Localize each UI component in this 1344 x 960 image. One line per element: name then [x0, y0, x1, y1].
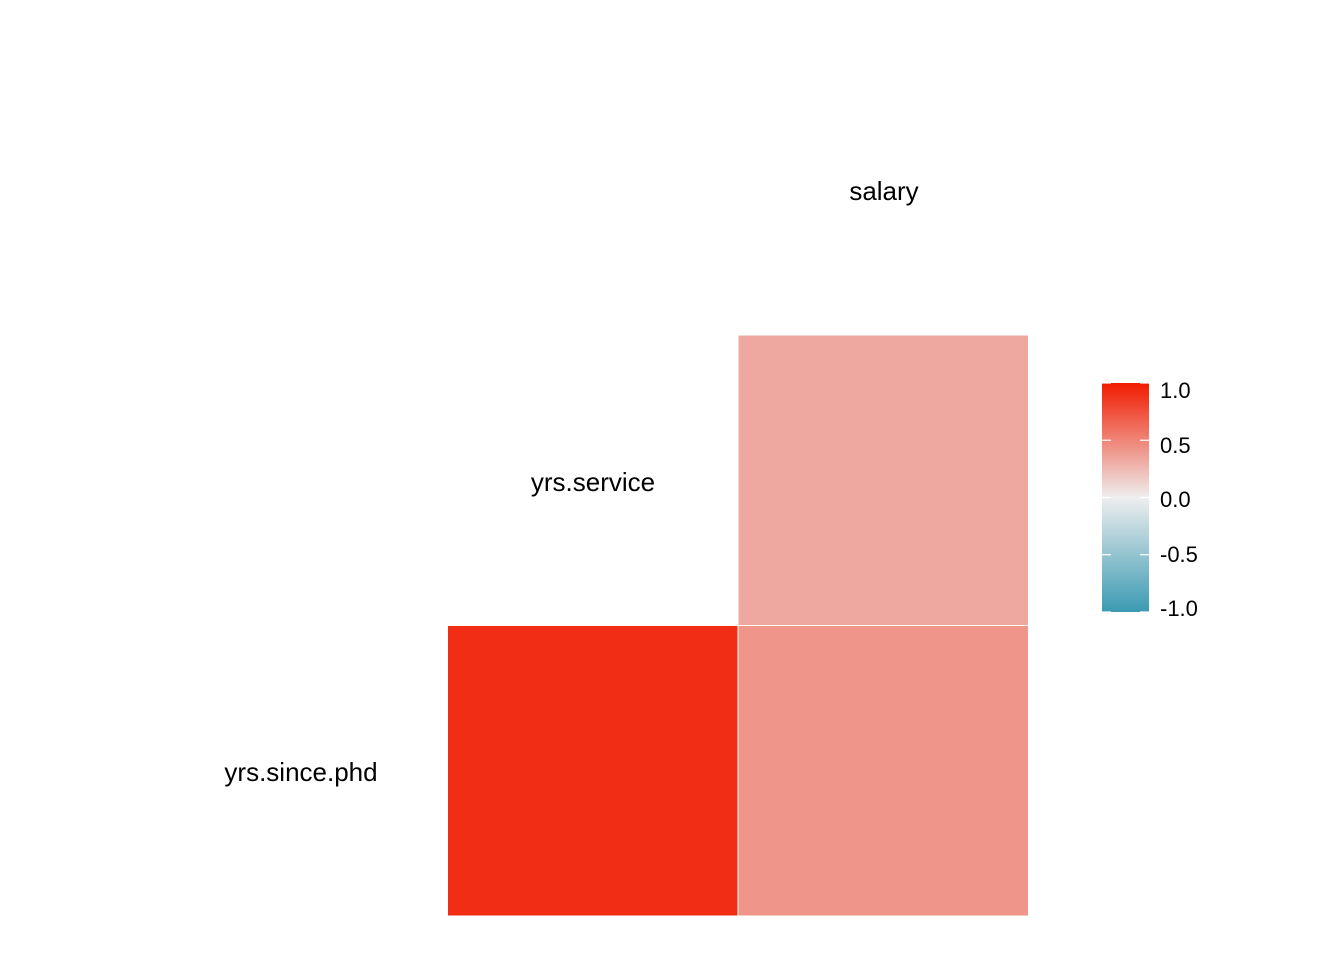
heatmap-cell-yrs-service-salary: [737, 334, 1029, 626]
variable-labels: yrs.since.phd yrs.service salary: [224, 176, 918, 787]
legend-tick-label: -0.5: [1160, 542, 1198, 567]
legend-tick-label: -1.0: [1160, 596, 1198, 621]
variable-label-yrs-since-phd: yrs.since.phd: [224, 757, 377, 787]
legend-tick-label: 0.5: [1160, 433, 1191, 458]
legend-tick-labels: 1.0 0.5 0.0 -0.5 -1.0: [1160, 378, 1198, 621]
heatmap-cells: [447, 334, 1029, 917]
legend-tick-label: 0.0: [1160, 487, 1191, 512]
legend-tick-label: 1.0: [1160, 378, 1191, 403]
heatmap-cell-yrs-since-phd-salary: [737, 625, 1029, 917]
variable-label-salary: salary: [849, 176, 918, 206]
variable-label-yrs-service: yrs.service: [531, 467, 655, 497]
color-legend: 1.0 0.5 0.0 -0.5 -1.0: [1102, 378, 1198, 621]
heatmap-cell-yrs-since-phd-yrs-service: [447, 625, 739, 917]
legend-tick-marks: [1102, 382, 1149, 613]
